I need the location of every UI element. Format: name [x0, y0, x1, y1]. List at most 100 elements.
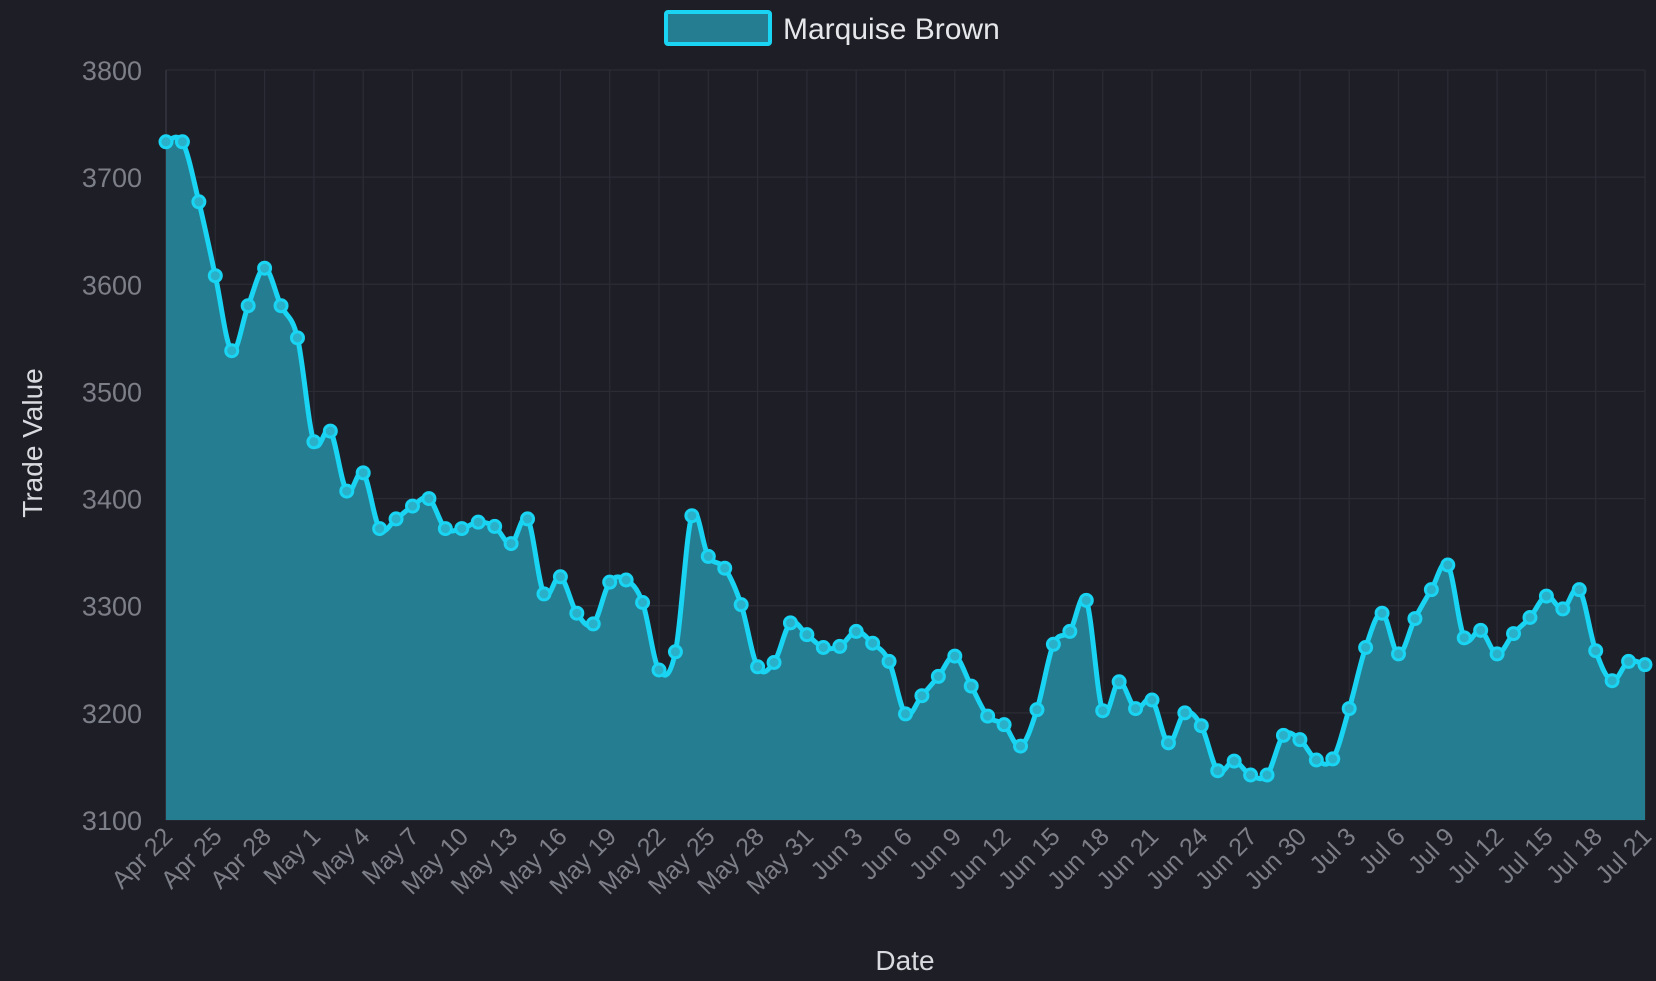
data-point[interactable]	[782, 615, 798, 631]
data-point[interactable]	[651, 662, 667, 678]
data-point[interactable]	[487, 518, 503, 534]
data-point[interactable]	[1193, 718, 1209, 734]
data-point[interactable]	[996, 717, 1012, 733]
data-point[interactable]	[1078, 592, 1094, 608]
x-tick-label: Jul 3	[1304, 822, 1361, 879]
data-point[interactable]	[881, 653, 897, 669]
data-point[interactable]	[980, 708, 996, 724]
data-point[interactable]	[388, 511, 404, 527]
data-point[interactable]	[1374, 605, 1390, 621]
data-point[interactable]	[536, 586, 552, 602]
data-point[interactable]	[1243, 767, 1259, 783]
data-point[interactable]	[865, 635, 881, 651]
data-point[interactable]	[1489, 646, 1505, 662]
data-point[interactable]	[569, 605, 585, 621]
data-point[interactable]	[832, 638, 848, 654]
data-point[interactable]	[322, 423, 338, 439]
data-point[interactable]	[1111, 674, 1127, 690]
data-point[interactable]	[930, 668, 946, 684]
data-point[interactable]	[1538, 588, 1554, 604]
data-point[interactable]	[470, 514, 486, 530]
data-point[interactable]	[158, 134, 174, 150]
data-point[interactable]	[815, 640, 831, 655]
data-point[interactable]	[717, 560, 733, 576]
data-point[interactable]	[1456, 630, 1472, 646]
data-point[interactable]	[1440, 557, 1456, 573]
data-point[interactable]	[1588, 643, 1604, 659]
data-point[interactable]	[421, 491, 437, 507]
data-point[interactable]	[963, 678, 979, 694]
data-point[interactable]	[1325, 751, 1341, 767]
data-point[interactable]	[1423, 582, 1439, 598]
data-point[interactable]	[684, 508, 700, 524]
data-point[interactable]	[405, 498, 420, 514]
data-point[interactable]	[1358, 640, 1374, 655]
data-point[interactable]	[355, 465, 371, 481]
data-point[interactable]	[799, 627, 815, 643]
data-point[interactable]	[503, 536, 519, 552]
data-point[interactable]	[700, 548, 716, 564]
data-point[interactable]	[1160, 735, 1176, 751]
data-point[interactable]	[1210, 763, 1226, 779]
data-point[interactable]	[257, 260, 273, 276]
x-axis-title: Date	[875, 945, 934, 976]
data-point[interactable]	[520, 511, 536, 527]
data-point[interactable]	[224, 343, 240, 359]
data-point[interactable]	[947, 648, 963, 664]
data-point[interactable]	[898, 706, 913, 722]
data-point[interactable]	[1045, 636, 1061, 652]
legend-label[interactable]: Marquise Brown	[783, 13, 1000, 46]
data-point[interactable]	[306, 434, 322, 450]
data-point[interactable]	[552, 569, 568, 585]
data-point[interactable]	[848, 623, 864, 639]
y-tick-label: 3300	[82, 592, 142, 622]
legend-swatch[interactable]	[664, 10, 772, 46]
data-point[interactable]	[1407, 611, 1423, 627]
data-point[interactable]	[750, 659, 766, 675]
data-point[interactable]	[1177, 705, 1193, 721]
data-point[interactable]	[339, 483, 355, 499]
data-point[interactable]	[914, 688, 930, 704]
data-point[interactable]	[1144, 692, 1160, 708]
data-point[interactable]	[585, 616, 601, 632]
data-point[interactable]	[174, 134, 190, 150]
data-point[interactable]	[766, 655, 782, 670]
data-point[interactable]	[635, 595, 651, 610]
data-point[interactable]	[1095, 703, 1111, 719]
data-point[interactable]	[602, 574, 618, 590]
data-point[interactable]	[1391, 646, 1406, 662]
data-point[interactable]	[1292, 732, 1308, 748]
data-point[interactable]	[1522, 610, 1538, 625]
data-point[interactable]	[1275, 727, 1291, 743]
data-point[interactable]	[437, 521, 453, 537]
data-point[interactable]	[733, 597, 749, 613]
data-point[interactable]	[1341, 701, 1357, 717]
data-point[interactable]	[273, 298, 289, 314]
data-point[interactable]	[1259, 767, 1275, 783]
data-point[interactable]	[1013, 738, 1029, 754]
data-point[interactable]	[1571, 582, 1587, 598]
data-point[interactable]	[454, 521, 470, 537]
data-point[interactable]	[1226, 753, 1242, 769]
data-point[interactable]	[191, 194, 207, 210]
data-point[interactable]	[1604, 673, 1620, 689]
y-tick-label: 3500	[82, 377, 142, 407]
data-point[interactable]	[207, 268, 223, 284]
data-point[interactable]	[240, 298, 256, 314]
data-point[interactable]	[372, 521, 388, 537]
x-tick-label: Jun 6	[855, 822, 918, 885]
data-point[interactable]	[289, 330, 305, 346]
data-point[interactable]	[1555, 601, 1571, 617]
data-point[interactable]	[1506, 626, 1522, 642]
data-point[interactable]	[1128, 701, 1144, 717]
data-point[interactable]	[1062, 623, 1078, 639]
data-point[interactable]	[667, 644, 683, 660]
legend[interactable]: Marquise Brown	[664, 10, 1000, 46]
data-point[interactable]	[1029, 702, 1045, 718]
data-point[interactable]	[1308, 752, 1324, 768]
data-point[interactable]	[1473, 622, 1489, 638]
data-point[interactable]	[1621, 653, 1637, 669]
data-point[interactable]	[618, 572, 634, 588]
data-point[interactable]	[1637, 657, 1653, 673]
